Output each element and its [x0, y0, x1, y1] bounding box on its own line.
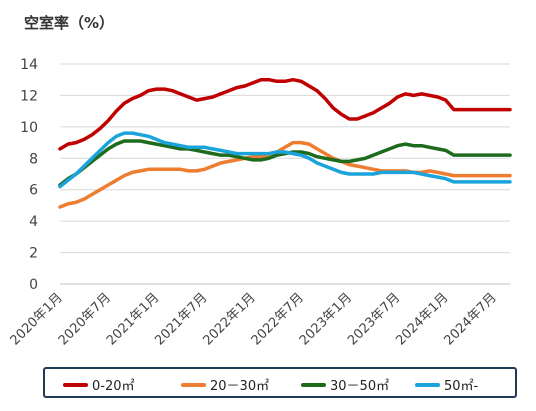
x-axis-ticks: 2020年1月2020年7月2021年1月2021年7月2022年1月2022年… [8, 290, 500, 348]
legend-swatch [415, 382, 440, 387]
y-tick-label: 2 [29, 246, 38, 262]
y-tick-label: 12 [20, 88, 38, 104]
y-tick-label: 6 [29, 183, 38, 199]
legend-swatch [301, 382, 326, 387]
y-tick-label: 0 [29, 277, 38, 293]
series-line-0 [58, 77, 512, 151]
y-tick-label: 8 [29, 151, 38, 167]
series-line-3 [58, 131, 512, 189]
series-lines [58, 77, 512, 209]
chart-title: 空室率（%） [24, 14, 115, 32]
legend-label: 20－30㎡ [210, 379, 270, 394]
legend-item-50plus: 50㎡- [415, 375, 478, 394]
legend-item-30-50: 30－50㎡ [301, 375, 389, 394]
legend-label: 30－50㎡ [330, 379, 390, 394]
series-line-1 [58, 140, 512, 209]
y-tick-label: 14 [20, 57, 38, 73]
legend-label: 50㎡- [444, 379, 479, 394]
legend: 0-20㎡ 20－30㎡ 30－50㎡ 50㎡- [43, 367, 517, 398]
legend-swatch [181, 382, 206, 387]
legend-label: 0-20㎡ [92, 379, 135, 394]
x-tick-label: 2024年7月 [442, 290, 500, 348]
legend-swatch [63, 382, 88, 387]
y-axis-ticks: 0 2 4 6 8 10 12 14 [20, 57, 38, 293]
y-tick-label: 4 [29, 214, 38, 230]
legend-item-0-20: 0-20㎡ [63, 375, 135, 394]
y-tick-label: 10 [20, 120, 38, 136]
legend-item-20-30: 20－30㎡ [181, 375, 269, 394]
